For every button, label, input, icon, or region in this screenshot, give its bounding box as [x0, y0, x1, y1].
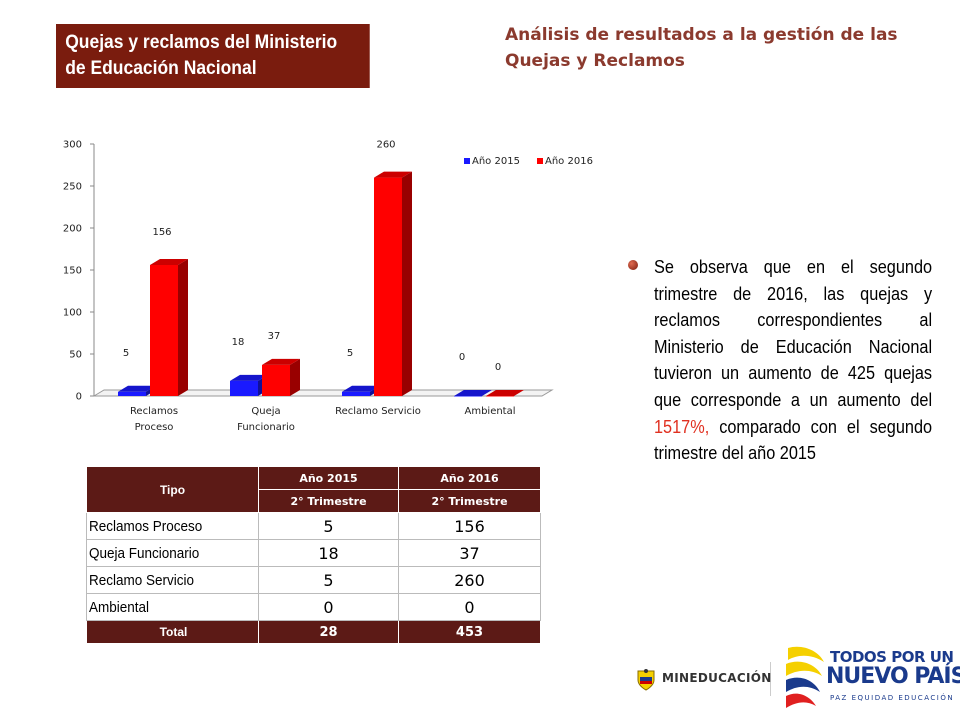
- data-label: 0: [459, 352, 465, 363]
- table-subheader-2016: 2° Trimestre: [398, 489, 541, 513]
- bar-top: [230, 374, 268, 381]
- bar: [454, 396, 482, 397]
- table-cell-tipo: Reclamos Proceso: [86, 512, 259, 540]
- todos-por-un-nuevo-pais-logo: TODOS POR UN NUEVO PAÍS PAZ EQUIDAD EDUC…: [782, 640, 960, 716]
- bar-side: [402, 171, 412, 396]
- legend-label: Año 2015: [472, 156, 520, 167]
- bar-top: [342, 385, 380, 392]
- bar-top: [374, 171, 412, 178]
- table-cell-2015: 18: [258, 539, 399, 567]
- table-cell-tipo: Ambiental: [86, 593, 259, 621]
- logo-text-line2: NUEVO PAÍS: [826, 664, 960, 689]
- bar: [150, 264, 178, 396]
- category-label: Ambiental: [464, 406, 515, 417]
- slide-title-line1: Quejas y reclamos del Ministerio: [65, 32, 338, 53]
- slide-heading-line2: Quejas y Reclamos: [505, 51, 685, 71]
- table-total-2015: 28: [258, 620, 399, 644]
- y-tick-label: 250: [63, 182, 82, 193]
- table-cell-2015: 0: [258, 593, 399, 621]
- data-label: 37: [268, 331, 281, 342]
- table-cell-2016: 0: [398, 593, 541, 621]
- legend-label: Año 2016: [545, 156, 593, 167]
- paragraph-text-end: comparado con el segundo trimestre del a…: [654, 415, 933, 464]
- table-total-2016: 453: [398, 620, 541, 644]
- paragraph-text: Se observa que en el segundo trimestre d…: [654, 256, 933, 410]
- category-label: Reclamo Servicio: [335, 406, 421, 417]
- table-cell-2016: 156: [398, 512, 541, 540]
- table-row: Queja Funcionario 18 37: [86, 539, 541, 567]
- table-cell-2016: 260: [398, 566, 541, 594]
- y-tick-label: 50: [69, 350, 82, 361]
- mineducacion-logo: MINEDUCACIÓN: [624, 662, 771, 696]
- legend-swatch: [537, 158, 543, 164]
- bar-top: [454, 390, 492, 396]
- y-tick-label: 200: [63, 224, 82, 235]
- slide-title-box: Quejas y reclamos del Ministerio de Educ…: [56, 24, 370, 88]
- bar-chart: 0501001502002503005156ReclamosProceso183…: [63, 140, 593, 434]
- y-tick-label: 300: [63, 140, 82, 151]
- table-subheader-2015: 2° Trimestre: [258, 489, 399, 513]
- data-label: 5: [347, 348, 353, 359]
- data-label: 0: [495, 362, 501, 373]
- data-label: 260: [376, 140, 395, 151]
- results-table: Tipo Año 2015 Año 2016 2° Trimestre 2° T…: [86, 466, 541, 644]
- bar: [262, 364, 290, 396]
- table-row: Reclamo Servicio 5 260: [86, 566, 541, 594]
- data-label: 156: [152, 227, 171, 238]
- category-label: Funcionario: [237, 422, 295, 433]
- table-cell-2015: 5: [258, 512, 399, 540]
- slide-heading: Análisis de resultados a la gestión de l…: [505, 22, 925, 74]
- bar-top: [262, 358, 300, 365]
- bullet-icon: [628, 260, 638, 270]
- table-row: Reclamos Proceso 5 156: [86, 512, 541, 540]
- legend-swatch: [464, 158, 470, 164]
- bar-top: [486, 390, 524, 396]
- bar: [374, 177, 402, 396]
- data-label: 5: [123, 348, 129, 359]
- mineducacion-text: MINEDUCACIÓN: [662, 671, 772, 685]
- category-label: Queja: [251, 406, 280, 417]
- analysis-paragraph: Se observa que en el segundo trimestre d…: [654, 254, 932, 467]
- slide-heading-line1: Análisis de resultados a la gestión de l…: [505, 25, 898, 45]
- bar-top: [118, 385, 156, 392]
- y-tick-label: 150: [63, 266, 82, 277]
- bar-top: [150, 258, 188, 265]
- table-cell-tipo: Queja Funcionario: [86, 539, 259, 567]
- table-header-2016: Año 2016: [398, 466, 541, 490]
- logo-text-line3: PAZ EQUIDAD EDUCACIÓN: [830, 694, 955, 702]
- y-tick-label: 0: [76, 392, 82, 403]
- table-total-label: Total: [86, 620, 259, 644]
- logo-text-line1: TODOS POR UN: [830, 648, 954, 666]
- bar-side: [290, 358, 300, 396]
- table-row: Ambiental 0 0: [86, 593, 541, 621]
- y-tick-label: 100: [63, 308, 82, 319]
- coat-of-arms-icon: [637, 669, 655, 691]
- table-total-row: Total 28 453: [86, 620, 541, 644]
- bar: [230, 380, 258, 396]
- table-header-tipo: Tipo: [86, 466, 259, 513]
- bar: [342, 391, 370, 396]
- bar: [486, 396, 514, 397]
- table-cell-tipo: Reclamo Servicio: [86, 566, 259, 594]
- bar-side: [178, 258, 188, 396]
- bar: [118, 391, 146, 396]
- slide-title-line2: de Educación Nacional: [65, 58, 257, 79]
- table-cell-2015: 5: [258, 566, 399, 594]
- paragraph-highlight: 1517%,: [654, 415, 710, 437]
- data-label: 18: [232, 337, 245, 348]
- table-cell-2016: 37: [398, 539, 541, 567]
- category-label: Proceso: [135, 422, 174, 433]
- flag-swoosh-icon: [786, 646, 824, 708]
- table-header-2015: Año 2015: [258, 466, 399, 490]
- category-label: Reclamos: [130, 406, 178, 417]
